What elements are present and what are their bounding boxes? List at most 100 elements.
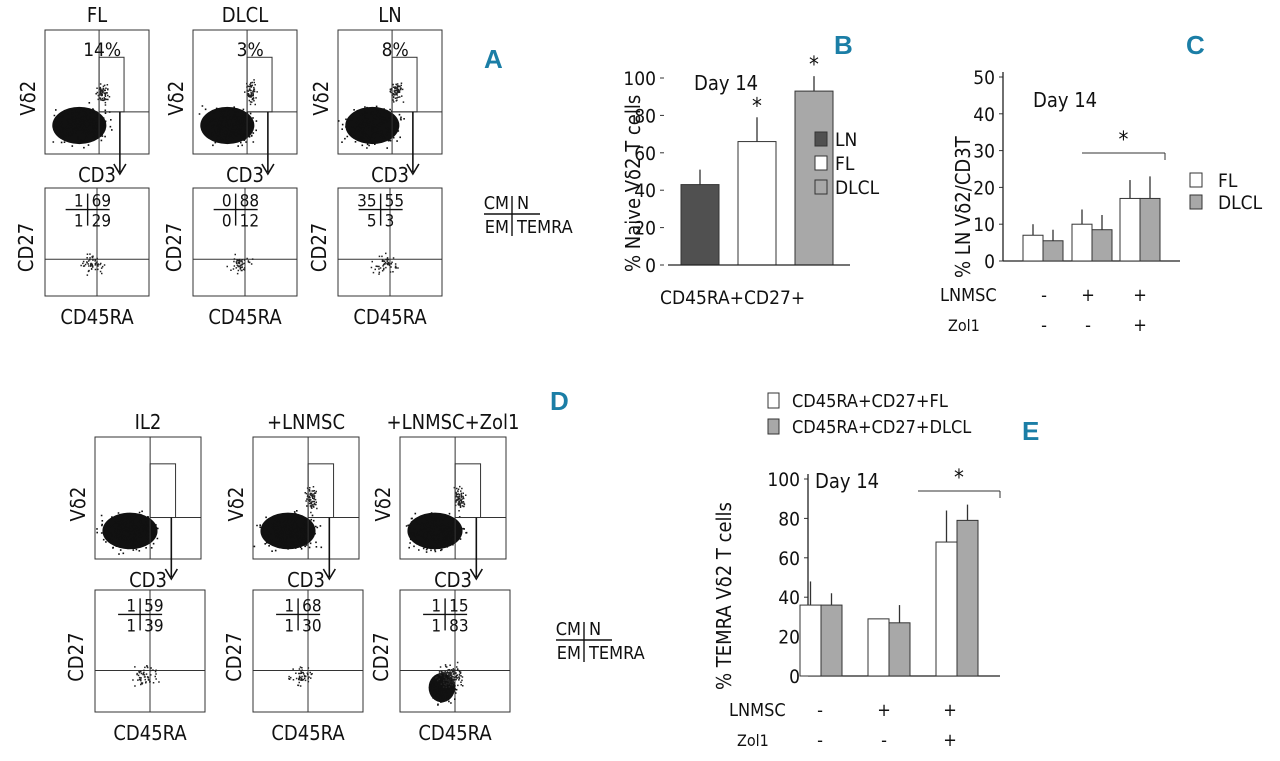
panel-b-sig-star-dlcl: * xyxy=(809,53,819,78)
panel-d-bottom-3-q-n: 15 xyxy=(449,596,468,616)
panel-a-bottom-1-q-cm: 1 xyxy=(74,192,84,212)
panel-a-top-3-events xyxy=(337,105,405,149)
panel-d-top-2-events xyxy=(253,510,323,552)
panel-c-tick-30: 30 xyxy=(973,141,995,163)
panel-d-top-2-xlabel: CD3 xyxy=(287,568,325,592)
panel-b-xlabel: CD45RA+CD27+ xyxy=(660,287,805,309)
panel-e-bar-g1-s1 xyxy=(799,604,822,677)
panel-d-legend-cm: CM xyxy=(556,619,581,640)
panel-c-bar-g1-s1 xyxy=(1022,234,1044,262)
panel-c-bar-g3-s2 xyxy=(1139,197,1161,262)
panel-e-legend-label-1: CD45RA+CD27+FL xyxy=(792,391,948,412)
panel-a-bottom-1-events xyxy=(80,253,106,276)
panel-c-chart: % LN Vδ2/CD3T Day 14 0 10 20 30 40 50 * FLDLC… xyxy=(940,67,1263,336)
panel-b-tick-60: 60 xyxy=(634,143,656,165)
panel-d-bottom-1-xlabel: CD45RA xyxy=(113,721,187,745)
panel-d-bottom-2-q-cm: 1 xyxy=(284,596,294,616)
panel-d-bottom-2-q-n: 68 xyxy=(302,596,321,616)
panel-d-bottom-2-events xyxy=(288,666,313,687)
panel-e-lnmsc-3: + xyxy=(943,700,957,721)
panel-d-top-1-ylabel: Vδ2 xyxy=(66,487,90,522)
panel-a-top-3-arrow-head xyxy=(406,163,420,176)
panel-a-top-1-ylabel: Vδ2 xyxy=(16,81,40,116)
panel-a-top-3-title: LN xyxy=(378,3,401,27)
panel-a-bottom-3-xlabel: CD45RA xyxy=(353,305,427,329)
panel-d-bottom-3-q-temra: 83 xyxy=(449,616,468,636)
panel-a-bottom-3-q-cm: 35 xyxy=(357,192,376,212)
panel-d-top-3-title: +LNMSC+Zol1 xyxy=(387,410,520,434)
panel-d-bottom-3-q-cm: 1 xyxy=(431,596,441,616)
panel-d-top-2-arrow-head xyxy=(322,568,337,581)
panel-a-top-1-title: FL xyxy=(87,3,107,27)
panel-e-tick-40: 40 xyxy=(778,587,800,609)
panel-a-top-2-percent: 3% xyxy=(237,39,264,61)
panel-e-chart: % TEMRA Vδ2 T cells Day 14 020406080100 … xyxy=(712,391,1001,751)
panel-c-zol1-3: + xyxy=(1133,315,1147,336)
panel-d-bottom-1-q-n: 59 xyxy=(144,596,163,616)
panel-c-row-label-zol1: Zol1 xyxy=(948,316,980,335)
panel-c-letter: C xyxy=(1186,30,1205,60)
panel-a-bottom-2-q-n: 88 xyxy=(240,192,259,212)
panel-d-top-3-gated-events xyxy=(453,485,467,512)
panel-c-tick-50: 50 xyxy=(973,67,995,89)
panel-d-bottom-3-events xyxy=(429,672,458,706)
panel-a-top-2-arrow-head xyxy=(261,163,275,176)
panel-a-top-1-events xyxy=(52,102,113,149)
panel-d-bottom-1-q-cm: 1 xyxy=(126,596,136,616)
panel-d-bottom-3-xlabel: CD45RA xyxy=(418,721,492,745)
panel-c-legend-swatch-2 xyxy=(1189,194,1203,210)
panel-d-bottom-3-ylabel: CD27 xyxy=(369,632,393,681)
panel-e-bar-g2-s2 xyxy=(888,622,911,677)
panel-a-top-1-xlabel: CD3 xyxy=(78,163,116,187)
panel-e-zol1-1: - xyxy=(817,730,823,751)
panel-c-yticks: 0 10 20 30 40 50 xyxy=(973,67,1003,273)
panel-d-top-3-xlabel: CD3 xyxy=(434,568,472,592)
panel-b-legend-label-ln: LN xyxy=(835,129,857,151)
panel-d-top-3-ylabel: Vδ2 xyxy=(371,487,395,522)
panel-d-top-2-gate xyxy=(307,463,335,519)
panel-b-legend-label-fl: FL xyxy=(835,153,855,175)
panel-e-tick-20: 20 xyxy=(778,627,800,649)
panel-e-zol1-3: + xyxy=(943,730,957,751)
panel-c-zol1-2: - xyxy=(1085,315,1091,336)
panel-d-legend-em: EM xyxy=(557,643,581,664)
panel-d-top-3-gate xyxy=(454,463,482,519)
panel-e-bars: * xyxy=(799,466,1001,677)
panel-b-tick-100: 100 xyxy=(623,68,656,90)
panel-c-tick-0: 0 xyxy=(984,251,995,273)
panel-d-bottom-2-ylabel: CD27 xyxy=(222,632,246,681)
panel-c-legend-label-1: FL xyxy=(1218,170,1238,192)
panel-c-day-label: Day 14 xyxy=(1033,88,1097,112)
panel-e-legend-swatch-2 xyxy=(767,418,780,435)
panel-b-tick-40: 40 xyxy=(634,180,656,202)
panel-a-top-2-title: DLCL xyxy=(222,3,268,27)
panel-c-bar-g2-s1 xyxy=(1071,223,1093,262)
panel-a-bottom-3-ylabel: CD27 xyxy=(307,223,331,272)
panel-d-bottom-3-events xyxy=(435,661,464,689)
panel-c-tick-40: 40 xyxy=(973,104,995,126)
panel-a-bottom-1-q-temra: 29 xyxy=(92,212,111,232)
panel-c-ylabel: % LN Vδ2/CD3T xyxy=(951,135,975,278)
panel-b-bar-fl xyxy=(737,141,777,266)
panel-e-ylabel: % TEMRA Vδ2 T cells xyxy=(712,502,736,690)
panel-b-tick-0: 0 xyxy=(645,255,656,277)
panel-d-top-1-events xyxy=(96,510,159,555)
panel-d-top-2-gated-events xyxy=(304,486,318,514)
panel-d-top-1-title: IL2 xyxy=(135,410,162,434)
panel-e-zol1-2: - xyxy=(881,730,887,751)
panel-e-legend-swatch-1 xyxy=(767,392,780,409)
panel-a-bottom-3-q-em: 5 xyxy=(367,212,377,232)
panel-b-legend-swatch-ln xyxy=(814,131,828,147)
panel-c-zol1-1: - xyxy=(1041,315,1047,336)
panel-e-sig-star: * xyxy=(954,466,964,491)
panel-a-top-3-gated-events xyxy=(389,82,405,103)
panel-c-condition-table: LNMSC Zol1 - + + - - + xyxy=(940,285,1147,336)
panel-e-tick-0: 0 xyxy=(789,666,800,688)
panel-d-top-3-population xyxy=(407,512,463,550)
panel-e-letter: E xyxy=(1022,416,1039,446)
panel-a-legend-em: EM xyxy=(485,217,509,238)
panel-c-lnmsc-3: + xyxy=(1133,285,1147,306)
panel-d-bottom-1-q-temra: 39 xyxy=(144,616,163,636)
panel-a-bottom-2-q-em: 0 xyxy=(222,212,232,232)
panel-a-letter: A xyxy=(484,44,503,74)
